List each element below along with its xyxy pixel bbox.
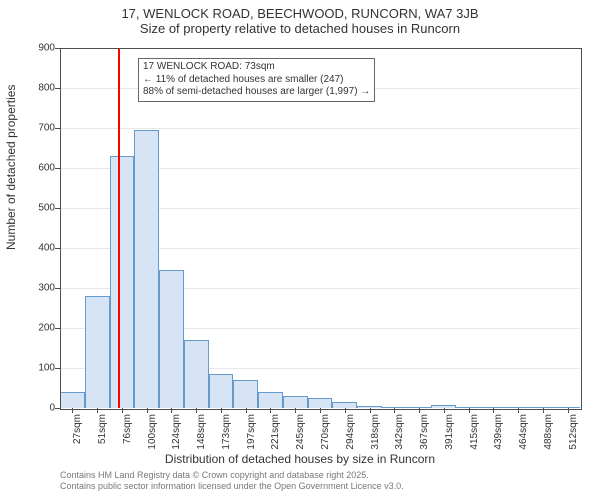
ytick-label: 800	[25, 83, 55, 94]
title-block: 17, WENLOCK ROAD, BEECHWOOD, RUNCORN, WA…	[0, 6, 600, 36]
x-axis-label: Distribution of detached houses by size …	[0, 452, 600, 466]
chart-container: 17, WENLOCK ROAD, BEECHWOOD, RUNCORN, WA…	[0, 0, 600, 500]
footer-attribution: Contains HM Land Registry data © Crown c…	[60, 470, 404, 492]
ytick-label: 900	[25, 43, 55, 54]
ytick-label: 0	[25, 403, 55, 414]
footer-line1: Contains HM Land Registry data © Crown c…	[60, 470, 404, 481]
ytick-label: 100	[25, 363, 55, 374]
y-axis-label: Number of detached properties	[4, 85, 18, 250]
ytick-label: 200	[25, 323, 55, 334]
plot-area: 010020030040050060070080090027sqm51sqm76…	[60, 48, 580, 408]
footer-line2: Contains public sector information licen…	[60, 481, 404, 492]
ytick-label: 300	[25, 283, 55, 294]
title-line1: 17, WENLOCK ROAD, BEECHWOOD, RUNCORN, WA…	[0, 6, 600, 21]
ytick-label: 600	[25, 163, 55, 174]
ytick-label: 700	[25, 123, 55, 134]
ytick-label: 400	[25, 243, 55, 254]
plot-border	[60, 48, 582, 410]
title-line2: Size of property relative to detached ho…	[0, 21, 600, 36]
ytick-label: 500	[25, 203, 55, 214]
